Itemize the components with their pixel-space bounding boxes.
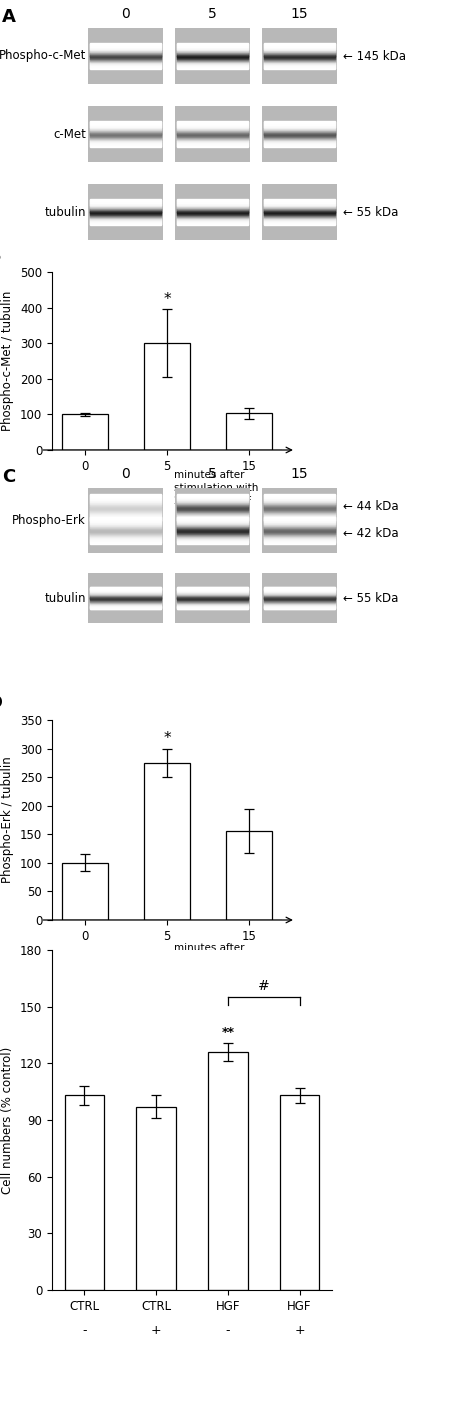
- Text: 5: 5: [208, 7, 217, 21]
- Bar: [208, 1051, 247, 1290]
- Bar: [227, 832, 272, 920]
- Text: -: -: [82, 1324, 87, 1337]
- Text: ← 55 kDa: ← 55 kDa: [343, 592, 398, 604]
- Text: minutes after
stimulation with
20ng.ml⁻¹ HGF: minutes after stimulation with 20ng.ml⁻¹…: [173, 942, 258, 979]
- Bar: [145, 343, 190, 450]
- Text: ← 55 kDa: ← 55 kDa: [343, 206, 398, 219]
- Text: c-Met: c-Met: [53, 128, 86, 140]
- Text: +: +: [294, 1324, 305, 1337]
- Text: Phospho-c-Met: Phospho-c-Met: [0, 50, 86, 62]
- Text: Phospho-Erk: Phospho-Erk: [12, 514, 86, 526]
- Text: 0: 0: [121, 7, 130, 21]
- Bar: [137, 1107, 176, 1290]
- Text: 0: 0: [121, 467, 130, 481]
- Bar: [63, 863, 108, 920]
- Text: tubulin: tubulin: [45, 206, 86, 219]
- Text: ← 145 kDa: ← 145 kDa: [343, 50, 406, 62]
- Text: minutes after
stimulation with
20ng.ml⁻¹ HGF: minutes after stimulation with 20ng.ml⁻¹…: [173, 470, 258, 507]
- Text: C: C: [2, 468, 15, 485]
- Text: *: *: [163, 731, 171, 746]
- Text: D: D: [0, 694, 2, 712]
- Text: #: #: [258, 979, 270, 993]
- Text: 15: 15: [291, 467, 308, 481]
- Text: A: A: [2, 9, 16, 26]
- Bar: [145, 763, 190, 920]
- Text: *: *: [163, 291, 171, 307]
- Y-axis label: Cell numbers (% control): Cell numbers (% control): [1, 1046, 14, 1193]
- Text: **: **: [221, 1026, 234, 1039]
- Bar: [63, 414, 108, 450]
- Text: 5: 5: [208, 467, 217, 481]
- Y-axis label: Phospho-c-Met / tubulin: Phospho-c-Met / tubulin: [1, 291, 15, 431]
- Text: 15: 15: [291, 7, 308, 21]
- Text: B: B: [0, 247, 1, 265]
- Text: -: -: [226, 1324, 230, 1337]
- Text: +: +: [151, 1324, 162, 1337]
- Y-axis label: Phospho-Erk / tubulin: Phospho-Erk / tubulin: [1, 756, 15, 884]
- Text: ← 42 kDa: ← 42 kDa: [343, 526, 399, 541]
- Bar: [280, 1095, 319, 1290]
- Text: tubulin: tubulin: [45, 592, 86, 604]
- Bar: [65, 1095, 104, 1290]
- Text: ← 44 kDa: ← 44 kDa: [343, 499, 399, 512]
- Bar: [227, 413, 272, 450]
